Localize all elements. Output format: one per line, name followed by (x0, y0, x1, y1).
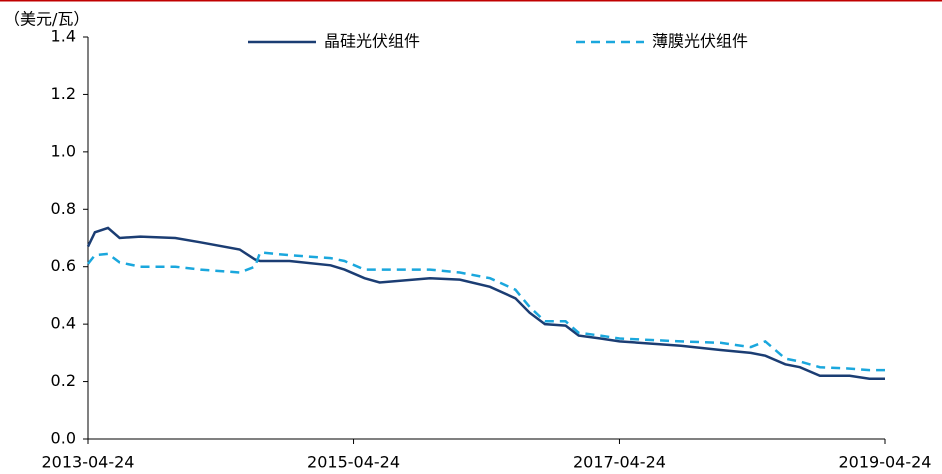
x-tick-label: 2013-04-24 (42, 453, 135, 472)
y-axis-label: （美元/瓦） (4, 10, 89, 29)
x-tick-label: 2017-04-24 (573, 453, 666, 472)
y-tick-label: 0.8 (51, 199, 76, 218)
y-tick-label: 1.0 (51, 141, 76, 160)
x-tick-label: 2019-04-24 (839, 453, 932, 472)
series-line (87, 251, 885, 372)
x-tick-label: 2015-04-24 (307, 453, 400, 472)
legend-label: 晶硅光伏组件 (324, 32, 420, 51)
y-tick-label: 0.6 (51, 256, 76, 275)
y-tick-label: 0.4 (51, 314, 76, 333)
y-tick-label: 1.2 (51, 84, 76, 103)
y-tick-label: 0.2 (51, 371, 76, 390)
series-line (86, 226, 885, 380)
legend-label: 薄膜光伏组件 (652, 32, 748, 51)
y-tick-label: 0.0 (51, 429, 76, 448)
y-tick-label: 1.4 (51, 27, 76, 46)
